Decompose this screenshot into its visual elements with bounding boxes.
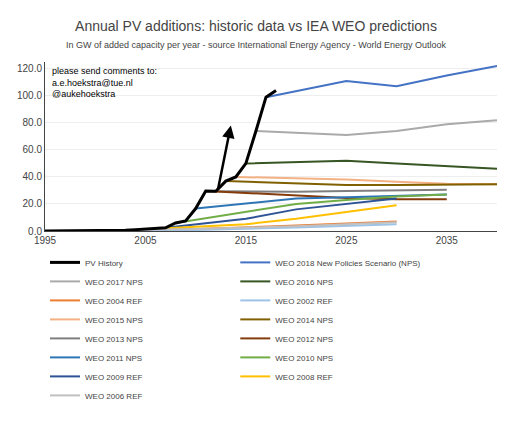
svg-text:WEO 2013 NPS: WEO 2013 NPS bbox=[85, 335, 143, 344]
svg-text:0.0: 0.0 bbox=[28, 226, 42, 237]
svg-text:WEO 2016 NPS: WEO 2016 NPS bbox=[275, 278, 333, 287]
svg-text:WEO 2004 REF: WEO 2004 REF bbox=[85, 297, 142, 306]
svg-text:WEO 2010 NPS: WEO 2010 NPS bbox=[275, 354, 333, 363]
svg-text:WEO 2012 NPS: WEO 2012 NPS bbox=[275, 335, 333, 344]
svg-text:WEO 2014 NPS: WEO 2014 NPS bbox=[275, 316, 333, 325]
svg-text:WEO 2009 REF: WEO 2009 REF bbox=[85, 373, 142, 382]
svg-text:2035: 2035 bbox=[436, 235, 459, 246]
svg-text:WEO 2015 NPS: WEO 2015 NPS bbox=[85, 316, 143, 325]
svg-text:WEO 2002 REF: WEO 2002 REF bbox=[275, 297, 332, 306]
svg-text:WEO 2018 New Policies Scenario: WEO 2018 New Policies Scenario (NPS) bbox=[275, 259, 420, 268]
svg-text:80.0: 80.0 bbox=[23, 117, 43, 128]
svg-text:2015: 2015 bbox=[235, 235, 258, 246]
svg-text:40.0: 40.0 bbox=[23, 171, 43, 182]
svg-text:WEO 2017 NPS: WEO 2017 NPS bbox=[85, 278, 143, 287]
svg-text:WEO 2011 NPS: WEO 2011 NPS bbox=[85, 354, 142, 363]
svg-text:PV History: PV History bbox=[85, 259, 123, 268]
svg-text:60.0: 60.0 bbox=[23, 144, 43, 155]
svg-text:120.0: 120.0 bbox=[17, 63, 42, 74]
svg-text:20.0: 20.0 bbox=[23, 198, 43, 209]
svg-text:100.0: 100.0 bbox=[17, 90, 42, 101]
svg-text:please send comments to:a.e.ho: please send comments to:a.e.hoekstra@tue… bbox=[52, 66, 157, 99]
svg-text:2005: 2005 bbox=[134, 235, 157, 246]
svg-text:In GW of added capacity per ye: In GW of added capacity per year - sourc… bbox=[66, 40, 447, 50]
svg-text:2025: 2025 bbox=[335, 235, 358, 246]
svg-text:Annual PV additions: historic: Annual PV additions: historic data vs IE… bbox=[75, 18, 437, 34]
svg-text:1995: 1995 bbox=[34, 235, 57, 246]
svg-text:WEO 2008 REF: WEO 2008 REF bbox=[275, 373, 332, 382]
svg-text:WEO 2006 REF: WEO 2006 REF bbox=[85, 392, 142, 401]
